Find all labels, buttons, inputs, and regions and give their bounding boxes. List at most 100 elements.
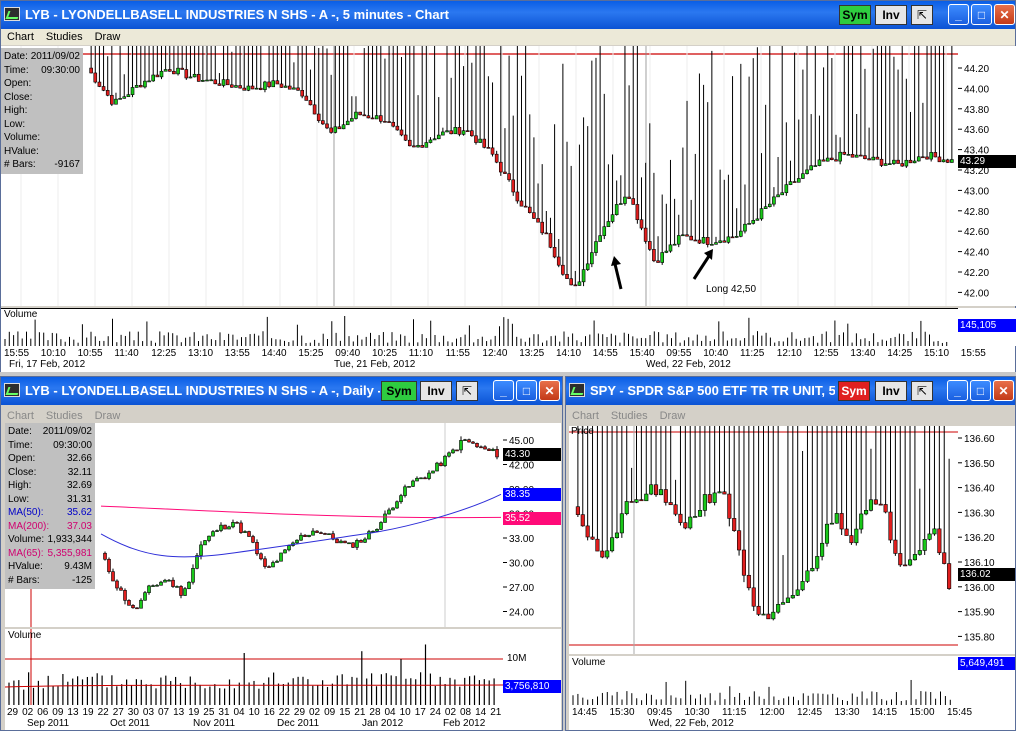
minimize-button[interactable]: _	[947, 380, 968, 401]
link-icon[interactable]: ⇱	[456, 381, 478, 401]
time-tick-label: 12:10	[776, 348, 802, 359]
price-pane[interactable]	[1, 46, 958, 306]
close-button[interactable]: ✕	[993, 380, 1014, 401]
candle	[316, 113, 321, 121]
candle	[196, 73, 201, 82]
candle	[801, 173, 805, 179]
title-bar[interactable]: SPY - SPDR S&P 500 ETF TR TR UNIT, 5 Sym…	[566, 377, 1015, 405]
candle	[486, 147, 491, 149]
candle	[727, 493, 732, 519]
candle	[343, 540, 347, 544]
title-bar[interactable]: LYB - LYONDELLBASELL INDUSTRIES N SHS - …	[1, 1, 1015, 29]
candle	[119, 587, 123, 591]
candle	[875, 156, 880, 160]
menu-chart[interactable]: Chart	[7, 31, 34, 43]
candle	[359, 540, 363, 543]
axis-tick-label: 42.20	[964, 268, 989, 279]
candle	[785, 597, 790, 603]
maximize-button[interactable]: □	[970, 380, 991, 401]
candle	[441, 131, 445, 136]
link-icon[interactable]: ⇱	[911, 5, 933, 25]
minimize-button[interactable]: _	[493, 380, 514, 401]
candle	[399, 129, 404, 136]
candle	[643, 227, 648, 242]
ma50-tag: 38.35	[503, 488, 561, 501]
time-tick-label: 12:25	[151, 348, 177, 359]
candle	[312, 104, 317, 115]
candle	[950, 159, 954, 163]
axis-tick-label: 30.00	[509, 559, 534, 570]
candle	[929, 152, 933, 160]
candle	[565, 273, 569, 279]
volume-pane[interactable]: Volume	[5, 629, 503, 705]
window-title: SPY - SPDR S&P 500 ETF TR TR UNIT, 5	[590, 383, 835, 398]
candle	[271, 80, 276, 88]
candle	[379, 115, 383, 122]
candle	[796, 178, 801, 183]
candle	[722, 491, 727, 495]
sym-button[interactable]: Sym	[838, 381, 870, 401]
candle	[717, 491, 722, 494]
time-tick-label: 11:25	[740, 348, 765, 359]
candle	[784, 184, 789, 194]
candle	[217, 83, 222, 86]
candle	[234, 85, 238, 88]
time-tick-label: 27	[112, 707, 124, 718]
price-pane[interactable]: Price	[569, 426, 958, 654]
time-tick-label: 10:30	[684, 707, 710, 718]
close-button[interactable]: ✕	[539, 380, 560, 401]
title-bar[interactable]: LYB - LYONDELLBASELL INDUSTRIES N SHS - …	[1, 377, 562, 405]
spy-chart-window: SPY - SPDR S&P 500 ETF TR TR UNIT, 5 Sym…	[565, 376, 1016, 731]
time-tick-label: 15:25	[298, 348, 324, 359]
axis-tick-label: 43.60	[964, 125, 989, 136]
candle	[805, 570, 810, 582]
candle	[751, 587, 756, 607]
candle	[207, 535, 211, 541]
menu-studies[interactable]: Studies	[45, 31, 83, 43]
minimize-button[interactable]: _	[948, 4, 969, 25]
sym-button[interactable]: Sym	[381, 381, 417, 401]
time-tick-label: 14:40	[261, 348, 287, 359]
candle	[925, 156, 929, 160]
link-icon[interactable]: ⇱	[911, 381, 933, 401]
maximize-button[interactable]: □	[516, 380, 537, 401]
time-tick-label: 13:55	[224, 348, 250, 359]
time-tick-label: 07	[158, 707, 170, 718]
menu-studies[interactable]: Studies	[45, 410, 83, 422]
candle	[511, 179, 516, 193]
time-axis: 15:55 10:10 10:55 11:40 12:25 13:10 13:55 14:40…	[1, 346, 1015, 372]
candle	[391, 121, 396, 127]
time-tick-label: 15:55	[960, 348, 986, 359]
volume-tag: 145,105	[958, 319, 1016, 332]
candle	[331, 533, 335, 540]
candle	[839, 513, 844, 530]
axis-tick-label: 42.40	[964, 248, 989, 259]
inv-button[interactable]: Inv	[420, 381, 452, 401]
maximize-button[interactable]: □	[971, 4, 992, 25]
axis-tick-label: 135.80	[964, 632, 995, 643]
menu-draw[interactable]: Draw	[94, 410, 121, 422]
last-price-tag: 43.29	[958, 155, 1016, 168]
inv-button[interactable]: Inv	[875, 381, 907, 401]
time-tick-label: 02	[444, 707, 457, 718]
candle	[499, 161, 503, 173]
sym-button[interactable]: Sym	[839, 5, 871, 25]
candle	[453, 127, 458, 135]
candle	[267, 81, 271, 88]
menu-draw[interactable]: Draw	[659, 410, 686, 422]
menu-chart[interactable]: Chart	[7, 410, 34, 422]
candle	[213, 79, 218, 85]
candle	[209, 79, 213, 82]
volume-pane[interactable]: Volume	[569, 656, 958, 705]
volume-pane[interactable]: Volume	[1, 308, 958, 346]
close-button[interactable]: ✕	[994, 4, 1015, 25]
menu-studies[interactable]: Studies	[610, 410, 648, 422]
candle	[351, 542, 355, 548]
time-tick-label: 13:40	[850, 348, 876, 359]
menu-chart[interactable]: Chart	[572, 410, 599, 422]
candle	[327, 533, 331, 535]
candle	[610, 214, 615, 222]
menu-draw[interactable]: Draw	[94, 31, 121, 43]
inv-button[interactable]: Inv	[875, 5, 907, 25]
candle	[523, 205, 528, 208]
